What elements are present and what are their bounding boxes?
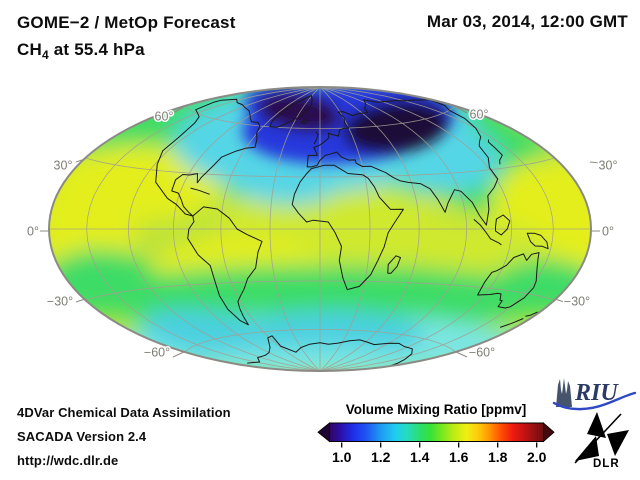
field-blob xyxy=(343,100,449,154)
dlr-blade-left xyxy=(575,436,599,461)
colorbar-ticks xyxy=(341,442,538,448)
latitude-tick xyxy=(75,158,86,163)
mixing-ratio-field xyxy=(49,87,591,371)
colorbar: Volume Mixing Ratio [ppmv] 1.0 1.2 1.4 1.6 1… xyxy=(317,402,555,465)
colorbar-right-arrow xyxy=(543,422,555,443)
coastline-path xyxy=(499,318,524,328)
footer-line1: 4DVar Chemical Data Assimilation xyxy=(17,405,231,420)
level-label: at 55.4 hPa xyxy=(48,40,145,59)
dlr-logo: DLR xyxy=(574,412,629,470)
riu-logo: RIU xyxy=(552,378,637,411)
coastline-path xyxy=(313,131,319,145)
colorbar-left-arrow xyxy=(317,422,330,443)
coastline-path xyxy=(525,311,538,317)
lat-label-right-60: 60° xyxy=(470,108,489,122)
colorbar-tick-labels: 1.0 1.2 1.4 1.6 1.8 2.0 xyxy=(332,449,547,465)
graticule-lines xyxy=(49,87,591,371)
dlr-logo-text: DLR xyxy=(593,458,620,470)
lat-label-right-0: 0° xyxy=(602,225,614,239)
species-subscript: 4 xyxy=(41,48,49,62)
coastline-path xyxy=(526,232,549,250)
colorbar-tick-label-1.2: 1.2 xyxy=(371,449,391,465)
lat-label-left-m60: −60° xyxy=(144,346,170,360)
coastline-path xyxy=(247,335,413,367)
latitude-labels: 60° 30° 0° −30° −60° 60° 30° 0° −30° −60° xyxy=(26,106,619,361)
coastline-path xyxy=(473,219,502,246)
lat-label-right-m30: −30° xyxy=(564,295,590,309)
latitude-tick xyxy=(172,351,185,358)
lat-label-left-60: 60° xyxy=(155,110,174,124)
colorbar-tick-label-1.0: 1.0 xyxy=(332,449,352,465)
latitude-tick xyxy=(172,106,185,114)
latitude-tick xyxy=(455,106,468,114)
footer-line2: SACADA Version 2.4 xyxy=(17,429,147,444)
coastline-path xyxy=(306,99,499,226)
dlr-blade-top xyxy=(587,412,606,438)
coastline-path xyxy=(155,98,261,217)
coastline-path xyxy=(300,118,309,125)
field-blob xyxy=(402,133,502,195)
coastline-path xyxy=(291,164,404,291)
coastline-path xyxy=(269,95,313,128)
latitude-tick xyxy=(589,161,601,164)
coastline-path xyxy=(495,214,511,236)
lat-label-left-30: 30° xyxy=(54,159,73,173)
latitude-ticks xyxy=(40,106,601,358)
latitude-tick xyxy=(75,298,86,303)
figure-title-line1: GOME−2 / MetOp Forecast xyxy=(17,13,236,32)
footer-block: 4DVar Chemical Data Assimilation SACADA … xyxy=(17,401,231,473)
footer-line3: http://wdc.dlr.de xyxy=(17,453,119,468)
coastline-path xyxy=(487,139,503,165)
dlr-blade-right xyxy=(607,430,629,456)
lat-label-left-0: 0° xyxy=(27,225,39,239)
field-blob xyxy=(235,310,425,358)
coastline-path xyxy=(477,252,540,309)
coastline-path xyxy=(387,255,401,274)
map-outline-ellipse xyxy=(48,86,592,372)
lat-label-right-m60: −60° xyxy=(469,346,495,360)
lat-label-left-m30: −30° xyxy=(47,295,73,309)
colorbar-tick-label-1.4: 1.4 xyxy=(410,449,430,465)
latitude-tick xyxy=(554,298,565,303)
colorbar-tick-label-1.6: 1.6 xyxy=(449,449,469,465)
colorbar-tick-label-1.8: 1.8 xyxy=(488,449,508,465)
species-label: CH xyxy=(17,40,42,59)
colorbar-gradient-bar xyxy=(329,422,544,442)
datetime-label: Mar 03, 2014, 12:00 GMT xyxy=(426,12,628,31)
field-blob xyxy=(140,309,280,357)
coastlines xyxy=(155,95,549,367)
figure-title-line2: CH4 at 55.4 hPa xyxy=(17,36,236,69)
figure-title-block: GOME−2 / MetOp Forecast CH4 at 55.4 hPa xyxy=(17,9,236,69)
colorbar-title: Volume Mixing Ratio [ppmv] xyxy=(346,402,527,417)
coastline-path xyxy=(190,187,210,195)
colorbar-tick-label-2.0: 2.0 xyxy=(527,449,547,465)
riu-cathedral-icon xyxy=(556,378,572,407)
riu-wave-icon xyxy=(552,391,637,411)
latitude-tick xyxy=(455,351,468,358)
lat-label-right-30: 30° xyxy=(599,159,618,173)
coastline-path xyxy=(187,206,263,326)
